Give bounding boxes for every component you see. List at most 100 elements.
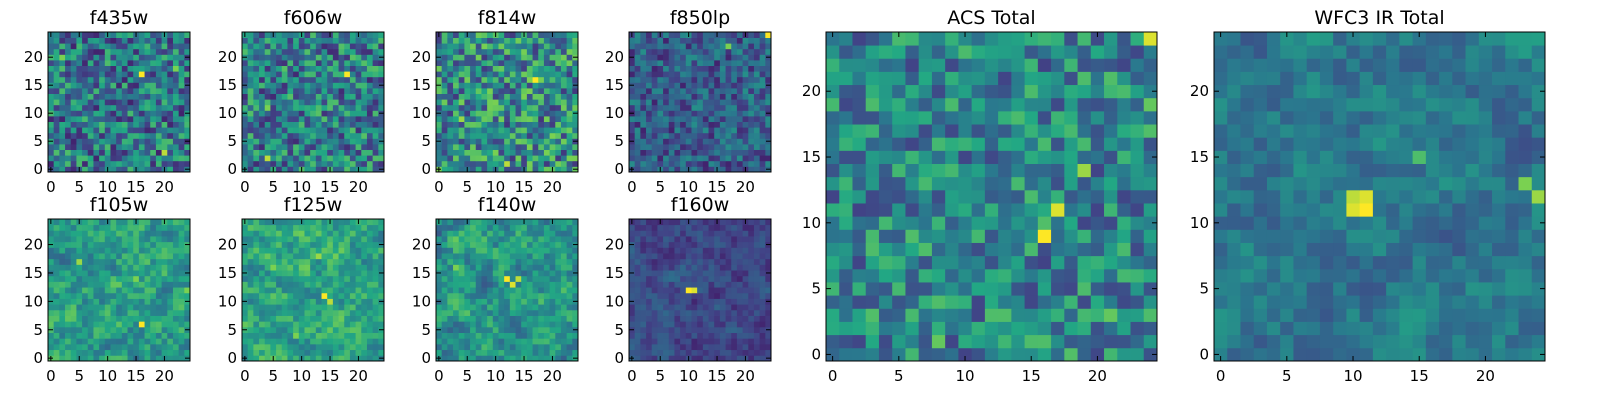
heatmap-cell (526, 104, 533, 111)
heatmap-cell (366, 224, 374, 231)
heatmap-cell (475, 48, 482, 55)
heatmap-cell (133, 224, 140, 231)
heatmap-cell (657, 321, 664, 328)
heatmap-cell (366, 144, 374, 150)
heatmap-cell (133, 99, 140, 106)
heatmap-cell (259, 326, 266, 333)
heatmap-cell (702, 43, 709, 50)
heatmap-cell (349, 326, 356, 333)
heatmap-cell (736, 355, 743, 362)
heatmap-cell (663, 54, 670, 61)
heatmap-cell (538, 224, 545, 231)
heatmap-cell (332, 166, 339, 173)
heatmap-cell (765, 309, 772, 316)
heatmap-cell (691, 338, 698, 345)
heatmap-cell (332, 326, 339, 333)
y-tick-label: 10 (412, 292, 431, 310)
heatmap-cell (668, 281, 675, 288)
heatmap-cell (321, 304, 328, 311)
heatmap-cell (315, 160, 322, 167)
heatmap-cell (674, 343, 681, 351)
heatmap-cell (464, 332, 471, 339)
x-tick-label: 15 (320, 367, 339, 385)
heatmap-cell (298, 138, 305, 145)
heatmap-cell (172, 43, 180, 50)
heatmap-cell (344, 326, 351, 333)
heatmap-cell (344, 54, 351, 61)
heatmap-cell (270, 241, 277, 248)
heatmap-cell (685, 116, 692, 122)
heatmap-cell (674, 287, 681, 294)
heatmap-cell (253, 247, 260, 254)
heatmap-cell (765, 160, 772, 167)
heatmap-cell (436, 258, 443, 265)
heatmap-cell (355, 82, 362, 89)
heatmap-cell (287, 241, 294, 248)
heatmap-cell (697, 144, 704, 150)
heatmap-cell (53, 355, 60, 362)
heatmap-cell (566, 309, 573, 316)
heatmap-cell (691, 144, 698, 150)
heatmap-cell (315, 155, 322, 162)
heatmap-cell (634, 270, 641, 277)
heatmap-cell (349, 253, 356, 260)
heatmap-cell (138, 258, 145, 265)
heatmap-cell (253, 264, 260, 271)
heatmap-cell (76, 236, 83, 243)
heatmap-cell (172, 110, 180, 117)
x-tick-label: 20 (349, 178, 368, 196)
heatmap-cell (629, 93, 636, 100)
heatmap-cell (492, 287, 499, 294)
heatmap-cell (366, 332, 374, 339)
heatmap-cell (481, 315, 488, 322)
heatmap-cell (59, 37, 66, 44)
heatmap-cell (719, 116, 726, 122)
heatmap-cell (99, 160, 106, 167)
heatmap-cell (110, 253, 117, 260)
heatmap-cell (526, 65, 533, 72)
heatmap-cell (121, 155, 128, 162)
heatmap-cell (634, 76, 641, 83)
heatmap-cell (242, 230, 249, 237)
heatmap-cell (287, 281, 294, 288)
heatmap-cell (748, 54, 755, 61)
heatmap-cell (298, 236, 305, 243)
heatmap-cell (93, 236, 100, 243)
heatmap-cell (276, 65, 283, 72)
heatmap-cell (492, 144, 499, 150)
heatmap-cell (53, 37, 60, 44)
heatmap-cell (178, 298, 185, 305)
heatmap-cell (515, 219, 522, 226)
heatmap-cell (742, 43, 749, 50)
heatmap-cell (560, 343, 568, 351)
heatmap-cell (332, 110, 339, 117)
heatmap-cell (492, 43, 499, 50)
y-tick-label: 10 (24, 104, 43, 122)
heatmap-cell (436, 236, 443, 243)
heatmap-cell (161, 349, 168, 356)
heatmap-cell (253, 270, 260, 277)
heatmap-cell (731, 166, 738, 173)
heatmap-cell (487, 54, 494, 61)
heatmap-cell (719, 321, 726, 328)
heatmap-cell (572, 60, 579, 66)
heatmap-cell (441, 88, 448, 94)
heatmap-cell (150, 32, 157, 38)
heatmap-cell (110, 332, 117, 339)
heatmap-cell (657, 281, 664, 288)
heatmap-cell (492, 121, 499, 128)
heatmap-cell (572, 224, 579, 231)
heatmap-cell (178, 127, 185, 134)
heatmap-cell (714, 37, 721, 44)
heatmap-cell (765, 37, 772, 44)
heatmap-cell (453, 43, 460, 50)
heatmap-cell (355, 144, 362, 150)
heatmap-cell (378, 343, 385, 351)
heatmap-cell (538, 155, 545, 162)
heatmap-cell (259, 230, 266, 237)
heatmap-cell (680, 37, 687, 44)
heatmap-cell (242, 343, 249, 351)
heatmap-cell (133, 264, 140, 271)
heatmap-cell (680, 54, 687, 61)
heatmap-cell (470, 338, 477, 345)
